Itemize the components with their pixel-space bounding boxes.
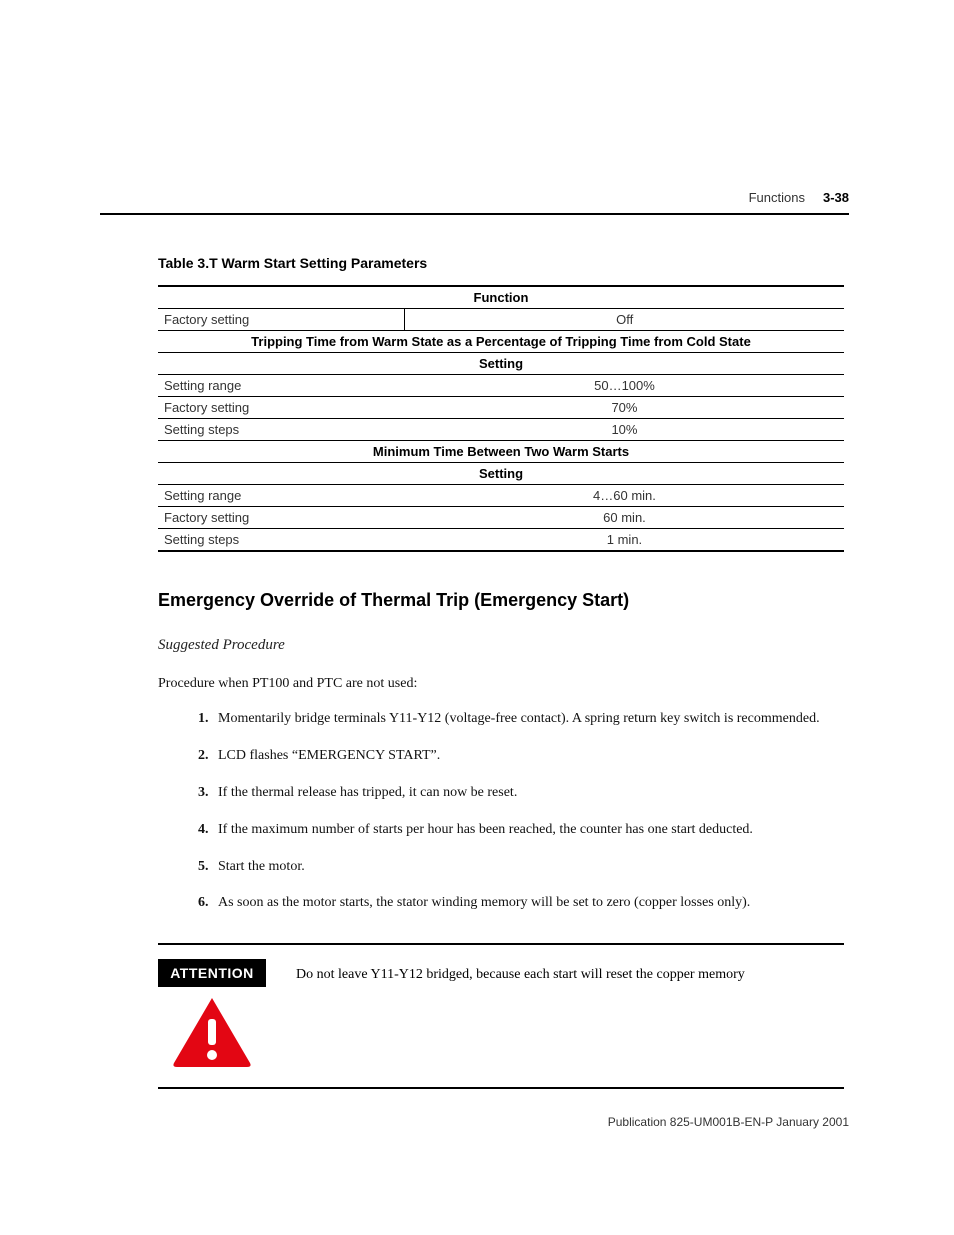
table-cell-label: Factory setting [158,397,405,419]
section-heading: Emergency Override of Thermal Trip (Emer… [158,590,844,611]
warning-icon [170,995,254,1069]
table-group-subheader: Setting [158,353,844,375]
attention-label: ATTENTION [158,959,266,987]
table-cell-label: Factory setting [158,507,405,529]
header-section-number: 3-38 [823,190,849,205]
table-caption: Table 3.T Warm Start Setting Parameters [158,255,844,271]
intro-paragraph: Procedure when PT100 and PTC are not use… [158,676,844,692]
table-cell-value: 60 min. [405,507,844,529]
page-header: Functions 3-38 [100,190,849,215]
procedure-step: If the thermal release has tripped, it c… [212,784,844,803]
table-cell-label: Setting range [158,485,405,507]
table-cell-label: Factory setting [158,309,405,331]
attention-text: Do not leave Y11-Y12 bridged, because ea… [296,959,745,985]
procedure-step: If the maximum number of starts per hour… [212,821,844,840]
attention-block: ATTENTION Do not leave Y11-Y12 bridged, … [158,945,844,1087]
table-group-header: Minimum Time Between Two Warm Starts [158,441,844,463]
table-cell-value: 50…100% [405,375,844,397]
procedure-step: LCD flashes “EMERGENCY START”. [212,747,844,766]
table-group-header: Function [158,286,844,309]
section-subheading: Suggested Procedure [158,637,844,654]
attention-rule-bottom [158,1087,844,1089]
header-section-title: Functions [749,190,805,205]
table-cell-value: 10% [405,419,844,441]
table-cell-label: Setting steps [158,419,405,441]
procedure-step: As soon as the motor starts, the stator … [212,894,844,913]
table-cell-value: 4…60 min. [405,485,844,507]
table-cell-label: Setting steps [158,529,405,552]
page-footer: Publication 825-UM001B-EN-P January 2001 [110,1115,849,1129]
table-cell-label: Setting range [158,375,405,397]
warm-start-table: Function Factory setting Off Tripping Ti… [158,285,844,552]
procedure-list: Momentarily bridge terminals Y11-Y12 (vo… [158,710,844,913]
table-cell-value: Off [405,309,844,331]
procedure-step: Start the motor. [212,858,844,877]
procedure-step: Momentarily bridge terminals Y11-Y12 (vo… [212,710,844,729]
table-cell-value: 1 min. [405,529,844,552]
table-group-subheader: Setting [158,463,844,485]
table-cell-value: 70% [405,397,844,419]
table-group-header: Tripping Time from Warm State as a Perce… [158,331,844,353]
